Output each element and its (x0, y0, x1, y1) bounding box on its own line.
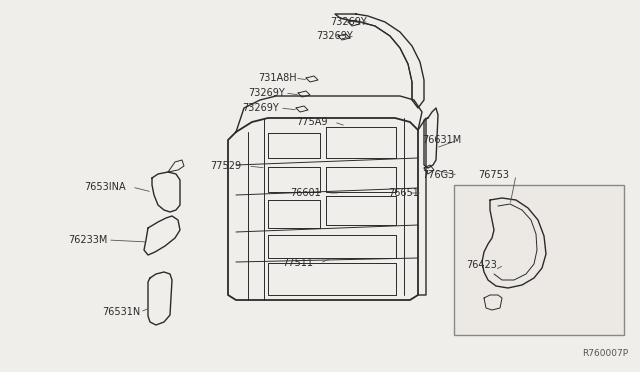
Text: 76601: 76601 (290, 188, 321, 198)
Text: 76753: 76753 (478, 170, 509, 180)
Text: 76423: 76423 (466, 260, 497, 270)
Text: 77511: 77511 (282, 258, 313, 268)
Text: 73269Y: 73269Y (242, 103, 279, 113)
Text: 76233M: 76233M (68, 235, 108, 245)
Text: 76631M: 76631M (422, 135, 461, 145)
Text: 76531N: 76531N (102, 307, 140, 317)
Text: 77529: 77529 (210, 161, 241, 171)
Text: 731A8H: 731A8H (258, 73, 296, 83)
Text: 76651: 76651 (388, 188, 419, 198)
Text: 7653INA: 7653INA (84, 182, 125, 192)
Text: 73269Y: 73269Y (248, 88, 285, 98)
Bar (454, 185, 624, 335)
Text: R760007P: R760007P (582, 349, 628, 358)
Text: 73269Y: 73269Y (330, 17, 367, 27)
Text: 775A9: 775A9 (296, 117, 328, 127)
Text: 73269Y: 73269Y (316, 31, 353, 41)
Text: 776G3: 776G3 (422, 170, 454, 180)
